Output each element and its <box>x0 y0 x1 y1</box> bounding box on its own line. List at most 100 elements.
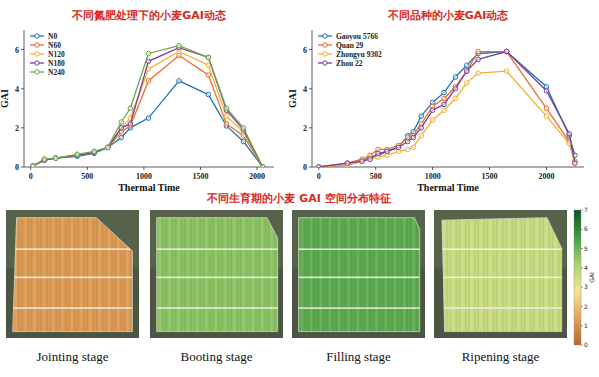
plot-stripe <box>552 210 553 338</box>
series-line <box>33 48 263 167</box>
data-point <box>206 73 211 78</box>
plot-stripe <box>453 210 454 338</box>
plot-stripe <box>18 210 19 338</box>
plot-stripe <box>193 210 194 338</box>
plot-stripe <box>166 210 167 338</box>
plot-stripe <box>6 210 7 338</box>
data-point <box>544 88 549 93</box>
y-tick <box>21 49 24 50</box>
plot-stripe <box>108 210 109 338</box>
plot-stripe <box>314 210 315 338</box>
plot-stripe <box>558 210 559 338</box>
stage-label: Jointing stage <box>37 349 109 364</box>
x-tick-label: 500 <box>81 172 93 181</box>
data-point <box>453 96 458 101</box>
plot-stripe <box>197 210 198 338</box>
data-point <box>260 165 265 167</box>
legend-marker <box>35 34 39 38</box>
plot-stripe <box>280 210 281 338</box>
plot-stripe <box>203 210 204 338</box>
x-axis <box>24 167 274 168</box>
plot-stripe <box>391 210 392 338</box>
data-point <box>453 75 458 80</box>
legend-marker <box>323 52 327 56</box>
colorbar-tick-label: 4 <box>584 264 588 271</box>
data-point <box>105 145 110 150</box>
stage-map <box>434 210 569 338</box>
y-axis-label: GAI <box>287 89 298 108</box>
plot-stripe <box>68 210 69 338</box>
data-point <box>385 149 390 154</box>
plot-stripe <box>311 210 312 338</box>
data-point <box>419 126 424 131</box>
plot-stripe <box>265 210 266 338</box>
stage-map <box>6 210 141 338</box>
colorbar-scale <box>574 210 581 345</box>
plot-stripe <box>555 210 556 338</box>
data-point <box>544 114 549 119</box>
data-point <box>75 153 80 158</box>
x-tick-label: 0 <box>317 172 321 181</box>
plot-stripe <box>9 210 10 338</box>
y-tick <box>309 167 312 168</box>
data-point <box>360 159 365 164</box>
data-point <box>146 79 151 84</box>
data-point <box>42 157 47 162</box>
plot-stripe <box>351 210 352 338</box>
legend: Gaoyou 5766Quan 29Zhongyu 9302Zhou 22 <box>318 32 382 68</box>
x-axis-label: Thermal Time <box>118 182 180 193</box>
data-point <box>464 81 469 86</box>
plot-stripe <box>505 210 506 338</box>
figure: 不同氮肥处理下的小麦GAI动态05001000150020000246Therm… <box>0 0 599 377</box>
series-line <box>319 52 575 167</box>
x-tick <box>87 167 88 170</box>
legend-label: N60 <box>48 41 61 50</box>
plot-stripe <box>376 210 377 338</box>
plot-stripe <box>394 210 395 338</box>
y-axis <box>24 30 25 167</box>
road <box>434 248 567 250</box>
plot-stripe <box>237 210 238 338</box>
colorbar-tick <box>581 210 583 211</box>
x-tick <box>257 167 258 170</box>
y-tick-label: 2 <box>15 124 19 133</box>
plot-stripe <box>549 210 550 338</box>
x-tick-label: 500 <box>370 172 382 181</box>
data-point <box>241 126 246 131</box>
plot-stripe <box>357 210 358 338</box>
plot-stripe <box>518 210 519 338</box>
plot-stripe <box>292 210 293 338</box>
data-point <box>92 150 97 155</box>
plot-stripe <box>561 210 562 338</box>
plot-stripe <box>159 210 160 338</box>
plot-stripe <box>111 210 112 338</box>
data-point <box>177 43 182 48</box>
plot-stripe <box>329 210 330 338</box>
colorbar: 01234567GAI <box>574 206 595 348</box>
y-tick <box>309 49 312 50</box>
plot-stripe <box>62 210 63 338</box>
legend-label: N120 <box>48 50 65 59</box>
legend-marker <box>35 43 39 47</box>
legend-label: Zhou 22 <box>336 59 363 68</box>
colorbar-tick-label: 1 <box>584 322 588 329</box>
plot-stripe <box>404 210 405 338</box>
y-tick-label: 4 <box>15 85 19 94</box>
stage-label: Ripening stage <box>462 349 540 364</box>
maps: 不同生育期的小麦 GAI 空间分布特征Jointing stageBooting… <box>6 192 595 364</box>
data-point <box>573 161 578 166</box>
data-point <box>464 69 469 74</box>
plot-stripe <box>339 210 340 338</box>
plot-stripe <box>416 210 417 338</box>
plot-stripe <box>221 210 222 338</box>
plot-stripe <box>422 210 423 338</box>
plot-stripe <box>200 210 201 338</box>
plot-stripe <box>130 210 131 338</box>
y-tick <box>21 167 24 168</box>
data-point <box>105 145 110 150</box>
data-point <box>75 152 80 157</box>
data-point <box>567 131 572 136</box>
x-tick <box>432 167 433 170</box>
data-point <box>504 49 509 54</box>
data-point <box>92 150 97 155</box>
